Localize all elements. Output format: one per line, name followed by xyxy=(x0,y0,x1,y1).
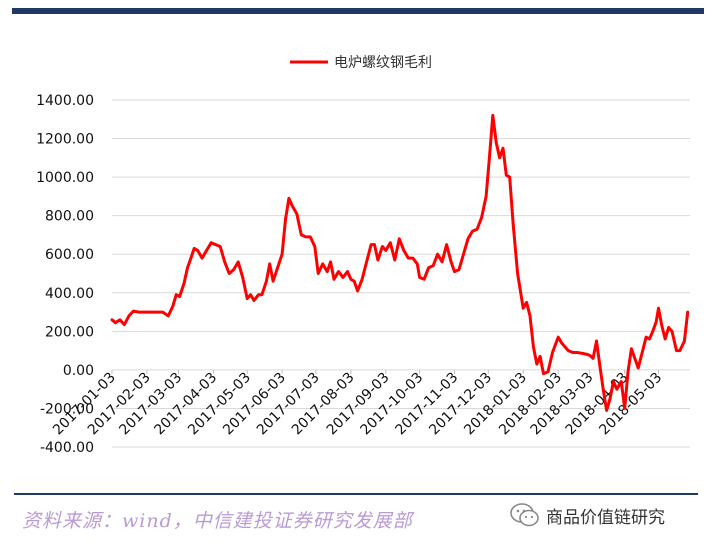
y-tick-label: 1400.00 xyxy=(36,93,94,109)
bottom-border xyxy=(14,493,698,495)
y-axis-labels: 1400.00 1200.00 1000.00 800.00 600.00 400.00 2… xyxy=(36,93,94,456)
grid-lines xyxy=(112,99,690,448)
top-border xyxy=(12,8,704,14)
y-tick-label: 800.00 xyxy=(45,209,94,225)
wechat-icon xyxy=(510,503,539,527)
y-tick-label: -400.00 xyxy=(40,440,94,456)
y-tick-label: 0.00 xyxy=(63,363,94,379)
legend: 电炉螺纹钢毛利 xyxy=(290,55,432,71)
y-tick-label: 600.00 xyxy=(45,247,94,263)
series-line xyxy=(110,113,690,412)
y-tick-label: 200.00 xyxy=(45,324,94,340)
chart: 1400.00 1200.00 1000.00 800.00 600.00 400.00 2… xyxy=(36,55,690,456)
y-tick-label: 1000.00 xyxy=(36,170,94,186)
y-tick-label: -200.00 xyxy=(40,401,94,417)
watermark-text: 商品价值链研究 xyxy=(546,507,665,528)
series-group xyxy=(110,113,690,412)
watermark: 商品价值链研究 xyxy=(510,502,665,528)
legend-label: 电炉螺纹钢毛利 xyxy=(334,55,432,71)
y-tick-label: 1200.00 xyxy=(36,132,94,148)
source-caption: 资料来源：wind，中信建投证券研究发展部 xyxy=(22,510,413,532)
y-tick-label: 400.00 xyxy=(45,286,94,302)
x-axis-labels: 2017-01-032017-02-032017-03-032017-04-03… xyxy=(50,370,665,439)
